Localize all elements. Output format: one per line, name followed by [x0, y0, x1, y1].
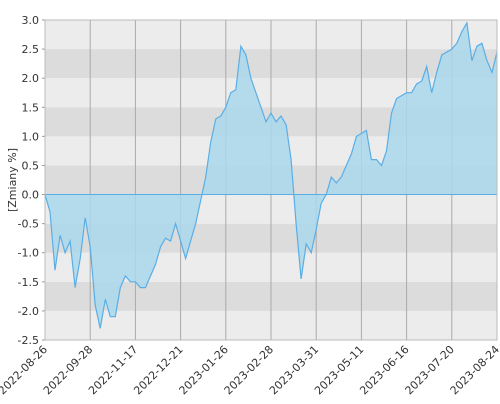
y-tick-label: 0.0	[22, 189, 40, 202]
y-tick-label: -1.0	[18, 247, 39, 260]
y-tick-label: 1.0	[22, 130, 40, 143]
y-tick-label: -1.5	[18, 276, 39, 289]
y-tick-label: -2.5	[18, 334, 39, 347]
y-tick-label: 2.0	[22, 72, 40, 85]
y-tick-label: 2.5	[22, 43, 40, 56]
y-tick-label: -0.5	[18, 218, 39, 231]
plot-border	[44, 19, 498, 341]
line	[44, 21, 498, 329]
y-axis-label: [Zmiany %]	[6, 148, 19, 212]
y-tick-label: 1.5	[22, 101, 40, 114]
y-tick-label: 0.5	[22, 159, 40, 172]
y-tick-label: 3.0	[22, 14, 40, 27]
y-tick-label: -2.0	[18, 305, 39, 318]
area	[45, 22, 497, 329]
